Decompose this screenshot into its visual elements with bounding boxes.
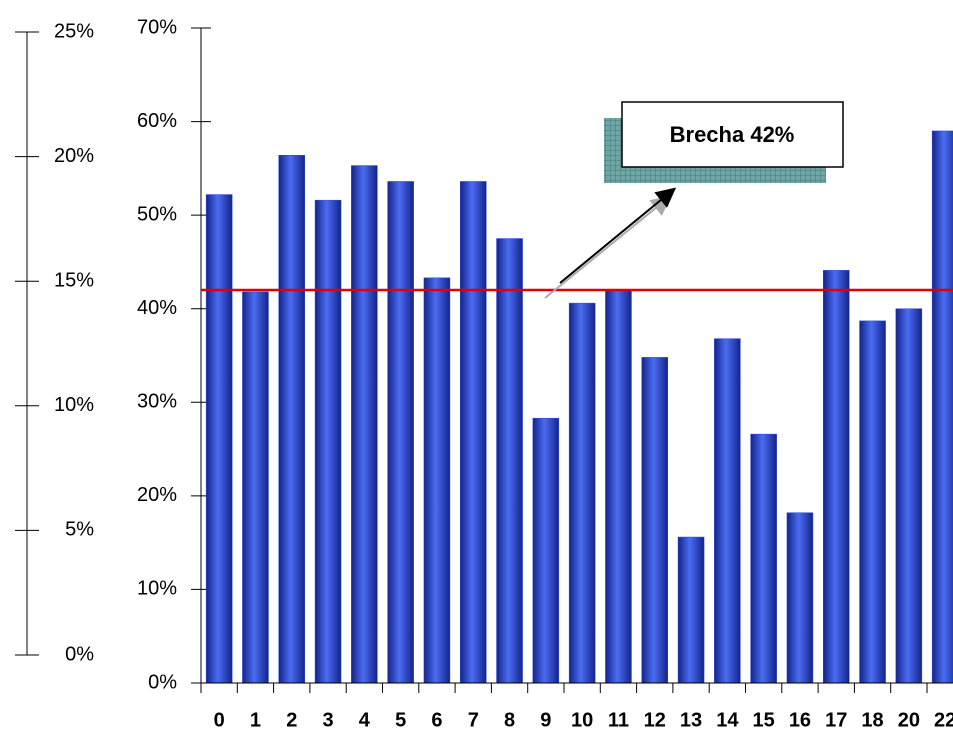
bar xyxy=(823,270,850,684)
bar xyxy=(314,199,342,684)
arrow xyxy=(559,187,677,284)
x-tick-label: 18 xyxy=(861,709,883,731)
bar xyxy=(859,320,886,684)
x-tick-label: 14 xyxy=(716,709,739,731)
y-tick-label: 60% xyxy=(137,110,177,132)
bar xyxy=(242,291,269,684)
annotation-box xyxy=(621,101,844,168)
y2-tick-label: 20% xyxy=(54,145,94,167)
bar xyxy=(677,536,705,684)
x-tick-label: 1 xyxy=(250,709,261,731)
bar xyxy=(750,433,777,684)
x-tick-label: 16 xyxy=(789,709,811,731)
bar xyxy=(931,130,953,684)
y2-tick-label: 25% xyxy=(54,20,94,42)
bar xyxy=(568,302,596,684)
bar xyxy=(423,277,451,684)
y2-tick-label: 0% xyxy=(65,643,94,665)
x-tick-label: 4 xyxy=(359,709,371,731)
x-tick-label: 2 xyxy=(286,709,297,731)
x-tick-label: 6 xyxy=(431,709,442,731)
x-tick-label: 13 xyxy=(680,709,702,731)
annotation-text: Brecha 42% xyxy=(670,122,795,147)
x-tick-label: 5 xyxy=(395,709,406,731)
y-tick-label: 40% xyxy=(137,297,177,319)
bar xyxy=(205,194,233,684)
y-tick-label: 70% xyxy=(137,16,177,38)
x-tick-label: 7 xyxy=(468,709,479,731)
bar xyxy=(496,238,523,684)
y-tick-label: 0% xyxy=(148,671,177,693)
x-tick-label: 20 xyxy=(898,709,920,731)
bar xyxy=(532,417,560,684)
bar xyxy=(387,181,414,684)
x-tick-label: 15 xyxy=(753,709,775,731)
x-tick-label: 22 xyxy=(934,709,953,731)
x-tick-label: 12 xyxy=(644,709,666,731)
bar xyxy=(895,308,923,684)
y2-tick-label: 5% xyxy=(65,519,94,541)
x-tick-label: 11 xyxy=(608,709,629,731)
bar xyxy=(641,357,668,684)
x-tick-label: 0 xyxy=(214,709,225,731)
bar xyxy=(460,181,487,684)
y-tick-label: 30% xyxy=(137,391,177,413)
x-tick-label: 10 xyxy=(571,709,593,731)
y2-tick-label: 15% xyxy=(54,269,94,291)
y-tick-label: 50% xyxy=(137,203,177,225)
plot: 0% 10% 20% 30% 40% 50% 60% 70% 0% 5% 10% 15% 20% 25% 0… xyxy=(15,16,953,731)
bar xyxy=(351,165,378,684)
bar xyxy=(605,289,632,684)
y-tick-label: 20% xyxy=(137,484,177,506)
x-tick-label: 9 xyxy=(540,709,551,731)
x-tick-label: 8 xyxy=(504,709,515,731)
bar xyxy=(714,338,741,684)
x-tick-label: 17 xyxy=(825,709,847,731)
arrow-shadow xyxy=(544,195,672,299)
y2-tick-label: 10% xyxy=(54,394,94,416)
bar xyxy=(786,512,814,684)
bar xyxy=(278,155,305,684)
x-tick-label: 3 xyxy=(322,709,333,731)
y-tick-label: 10% xyxy=(137,578,177,600)
